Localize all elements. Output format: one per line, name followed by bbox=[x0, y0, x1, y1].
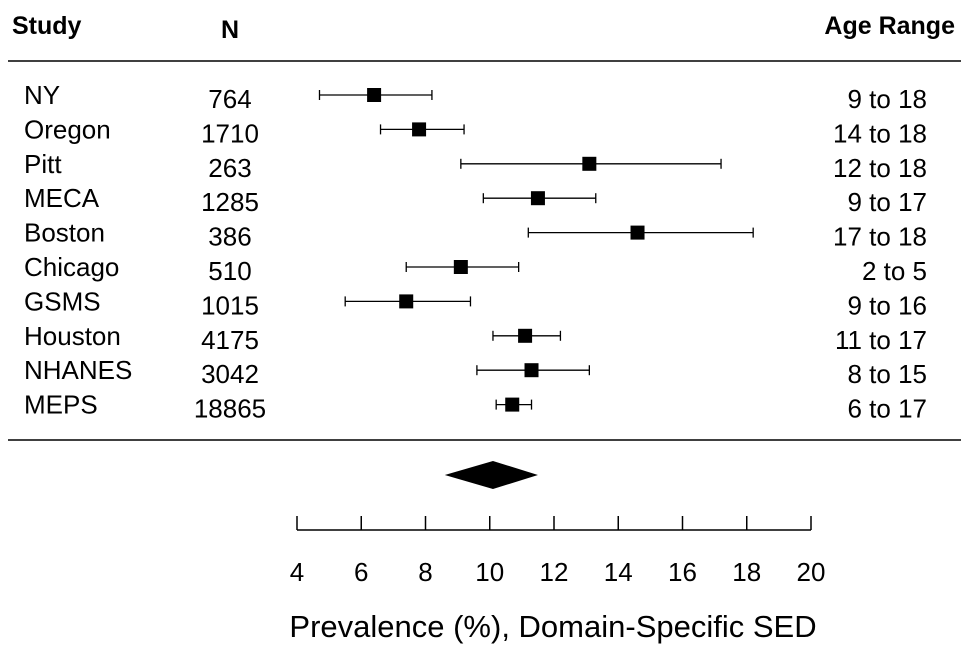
study-name: NHANES bbox=[24, 355, 132, 385]
pooled-estimate bbox=[444, 461, 538, 489]
header-age-range: Age Range bbox=[824, 12, 955, 40]
study-n: 510 bbox=[208, 256, 251, 286]
point-estimate bbox=[453, 260, 468, 274]
study-name: MECA bbox=[24, 183, 100, 213]
study-age-range: 14 to 18 bbox=[833, 118, 927, 148]
study-n: 1285 bbox=[201, 187, 259, 217]
x-axis-title: Prevalence (%), Domain-Specific SED bbox=[289, 609, 816, 644]
study-row: MECA 1285 9 to 17 bbox=[24, 183, 927, 217]
study-row: Boston 386 17 to 18 bbox=[24, 218, 927, 252]
study-row: GSMS 1015 9 to 16 bbox=[24, 286, 927, 320]
x-tick-label: 12 bbox=[540, 557, 569, 587]
study-rows: NY 764 9 to 18 Oregon 1710 14 to 18 Pitt 263 12 … bbox=[24, 80, 927, 424]
pooled-diamond bbox=[444, 461, 538, 489]
study-n: 1015 bbox=[201, 290, 259, 320]
study-age-range: 9 to 16 bbox=[847, 290, 927, 320]
study-n: 18865 bbox=[194, 394, 266, 424]
x-tick-label: 10 bbox=[475, 557, 504, 587]
x-tick-label: 16 bbox=[668, 557, 697, 587]
study-n: 4175 bbox=[201, 325, 259, 355]
study-age-range: 6 to 17 bbox=[847, 394, 927, 424]
x-tick-label: 20 bbox=[797, 557, 826, 587]
point-estimate bbox=[582, 156, 597, 171]
study-name: MEPS bbox=[24, 390, 98, 420]
study-n: 764 bbox=[208, 84, 251, 114]
point-estimate bbox=[412, 122, 427, 137]
study-row: Pitt 263 12 to 18 bbox=[24, 149, 927, 183]
study-age-range: 2 to 5 bbox=[862, 256, 927, 286]
study-name: GSMS bbox=[24, 286, 101, 316]
x-tick-label: 14 bbox=[604, 557, 633, 587]
study-row: MEPS 18865 6 to 17 bbox=[24, 390, 927, 424]
x-tick-label: 8 bbox=[418, 557, 432, 587]
header-n: N bbox=[221, 16, 239, 44]
x-axis: 4 6 8 10 12 14 16 18 20 bbox=[290, 516, 826, 587]
study-row: Chicago 510 2 to 5 bbox=[24, 252, 927, 286]
point-estimate bbox=[505, 397, 520, 412]
point-estimate bbox=[367, 88, 382, 102]
point-estimate bbox=[518, 328, 533, 343]
point-estimate bbox=[524, 363, 539, 378]
study-age-range: 11 to 17 bbox=[835, 325, 927, 355]
study-age-range: 12 to 18 bbox=[833, 153, 927, 183]
study-name: NY bbox=[24, 80, 60, 110]
study-age-range: 17 to 18 bbox=[833, 222, 927, 252]
study-name: Houston bbox=[24, 321, 121, 351]
study-name: Oregon bbox=[24, 114, 111, 144]
x-tick-label: 6 bbox=[354, 557, 368, 587]
point-estimate bbox=[399, 294, 414, 309]
study-row: Oregon 1710 14 to 18 bbox=[24, 114, 927, 148]
study-name: Boston bbox=[24, 218, 105, 248]
study-n: 386 bbox=[208, 222, 251, 252]
study-n: 3042 bbox=[201, 359, 259, 389]
header-study: Study bbox=[12, 12, 82, 40]
study-n: 263 bbox=[208, 153, 251, 183]
x-tick-label: 4 bbox=[290, 557, 304, 587]
point-estimate bbox=[630, 225, 645, 240]
point-estimate bbox=[530, 191, 545, 206]
study-age-range: 9 to 18 bbox=[847, 84, 927, 114]
study-row: NY 764 9 to 18 bbox=[24, 80, 927, 114]
study-name: Pitt bbox=[24, 149, 62, 179]
study-age-range: 9 to 17 bbox=[847, 187, 927, 217]
study-row: Houston 4175 11 to 17 bbox=[24, 321, 927, 355]
study-n: 1710 bbox=[201, 118, 259, 148]
study-age-range: 8 to 15 bbox=[847, 359, 927, 389]
study-row: NHANES 3042 8 to 15 bbox=[24, 355, 927, 389]
x-tick-label: 18 bbox=[732, 557, 761, 587]
study-name: Chicago bbox=[24, 252, 119, 282]
